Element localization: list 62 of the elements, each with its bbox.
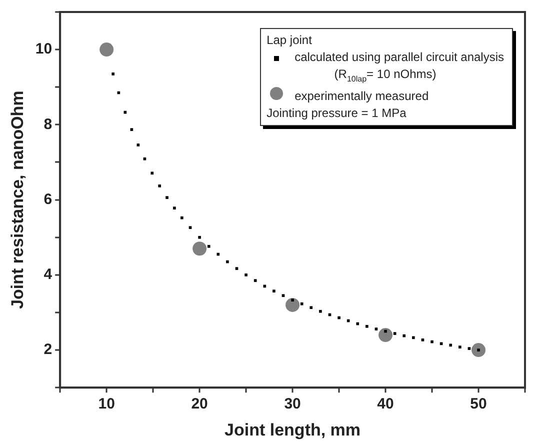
- y-tick-label: 10: [35, 40, 52, 58]
- x-tick-label: 40: [377, 396, 394, 413]
- point: [282, 294, 285, 297]
- legend-title: Lap joint: [266, 32, 313, 49]
- point: [100, 42, 114, 57]
- point: [150, 172, 154, 175]
- y-tick-label: 6: [44, 190, 52, 208]
- point: [188, 226, 192, 230]
- legend-label: experimentally measured: [294, 88, 429, 105]
- point: [143, 157, 146, 160]
- x-tick-label: 20: [191, 396, 208, 413]
- point: [291, 298, 294, 302]
- point: [112, 72, 114, 76]
- point: [300, 302, 304, 306]
- point: [136, 144, 140, 146]
- point: [235, 267, 238, 270]
- y-tick-label: 8: [44, 116, 52, 133]
- y-tick-label: 2: [44, 341, 52, 358]
- point: [430, 340, 434, 344]
- point: [472, 343, 486, 358]
- legend-label: calculated using parallel circuit analysis: [294, 49, 504, 66]
- annotation: (R$_{10lap}$= 10 nOhms): [333, 66, 438, 86]
- point: [198, 236, 201, 239]
- point: [254, 279, 257, 282]
- point: [402, 334, 406, 338]
- x-axis-title: Joint length, mm: [224, 420, 361, 440]
- x-tick-label: 50: [470, 396, 487, 413]
- point: [117, 91, 120, 94]
- point: [226, 260, 229, 264]
- point: [192, 242, 207, 256]
- point: [421, 338, 424, 342]
- point: [440, 342, 443, 346]
- point: [374, 328, 378, 330]
- point: [216, 252, 220, 256]
- point: [477, 348, 480, 352]
- point: [263, 284, 266, 288]
- x-tick-label: 30: [284, 396, 301, 413]
- point: [166, 196, 168, 199]
- point: [130, 128, 134, 131]
- y-tick-label: 4: [44, 266, 53, 284]
- point: [384, 330, 387, 333]
- point: [244, 274, 248, 276]
- point: [378, 328, 393, 342]
- point: [207, 244, 210, 248]
- point: [412, 336, 415, 340]
- point: [338, 316, 340, 320]
- point: [272, 290, 276, 292]
- point: [356, 322, 360, 326]
- annotation: Jointing pressure = 1 MPa: [266, 105, 408, 122]
- point: [393, 332, 396, 335]
- x-tick-label: 10: [98, 396, 115, 413]
- point: [180, 216, 184, 220]
- point: [310, 306, 313, 310]
- point: [468, 347, 471, 350]
- point: [458, 346, 462, 348]
- point: [366, 324, 368, 328]
- point: [449, 344, 452, 347]
- point: [158, 184, 161, 188]
- point: [286, 298, 300, 312]
- point: [173, 206, 176, 210]
- y-axis-title: Joint resistance, nanoOhm: [8, 90, 27, 309]
- point: [319, 310, 322, 313]
